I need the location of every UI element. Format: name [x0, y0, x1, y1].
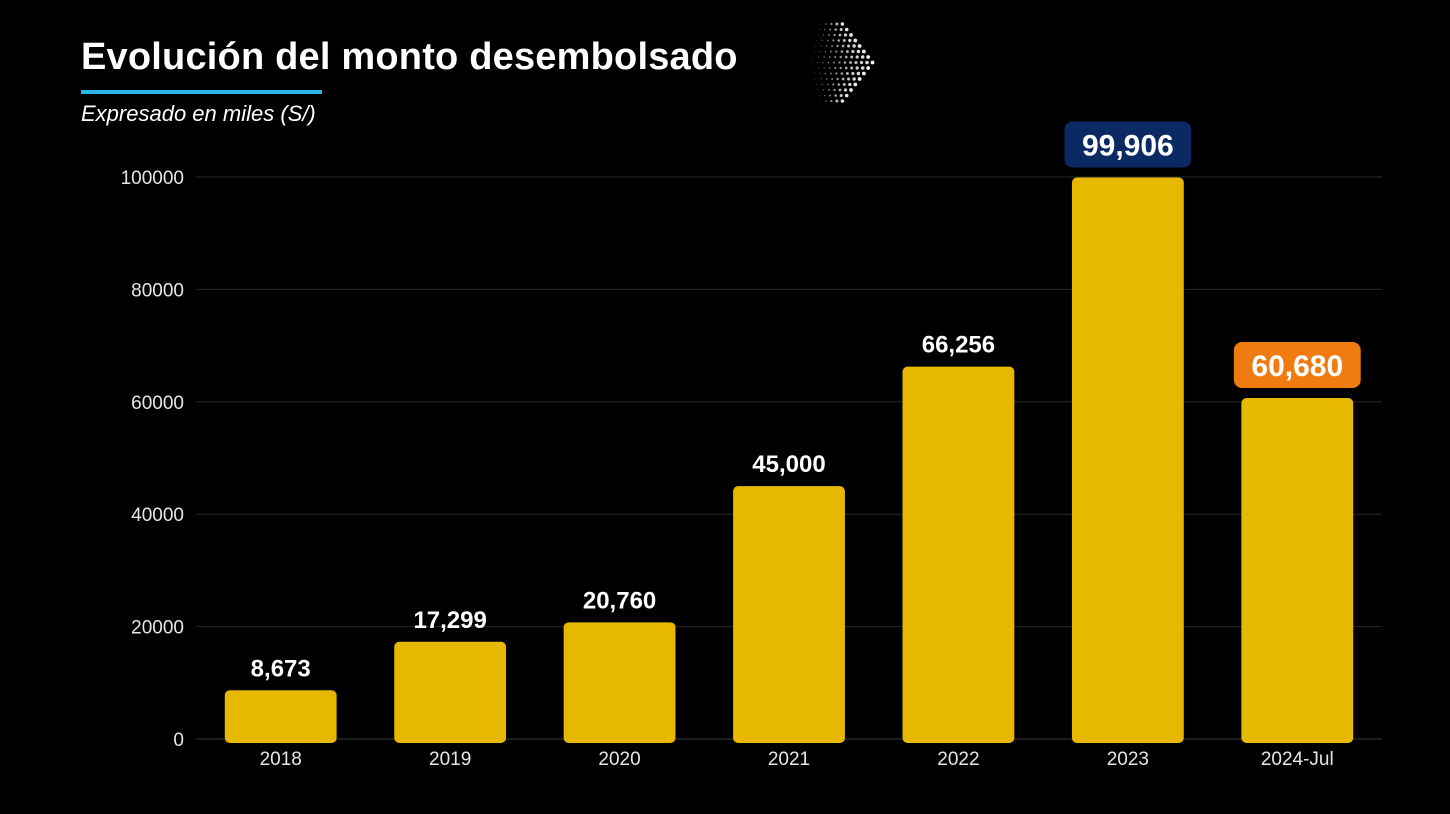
y-tick-label: 60000 [131, 393, 184, 414]
y-tick-label: 0 [173, 730, 184, 751]
data-label: 17,299 [413, 607, 486, 634]
data-label: 45,000 [752, 451, 825, 478]
data-labels: 8,673 17,299 20,760 45,000 66,256 99,906 60,68… [251, 121, 1361, 682]
bar [902, 366, 1015, 743]
data-label: 99,906 [1082, 129, 1174, 162]
x-tick-label: 2023 [1107, 749, 1149, 770]
data-label: 60,680 [1251, 350, 1343, 383]
bar [394, 641, 507, 743]
x-tick-label: 2018 [260, 749, 302, 770]
x-tick-label: 2021 [768, 749, 810, 770]
y-axis: 0 20000 40000 60000 80000 100000 [121, 168, 184, 751]
data-label-badge [1233, 341, 1361, 388]
bars [224, 177, 1354, 744]
y-tick-label: 80000 [131, 280, 184, 301]
page-subtitle: Expresado en miles (S/) [81, 101, 316, 126]
chevron-right-dots-icon [811, 22, 875, 103]
bar [1241, 397, 1354, 743]
y-tick-label: 100000 [121, 168, 184, 189]
y-tick-label: 20000 [131, 618, 184, 639]
x-axis: 2018 2019 2020 2021 2022 2023 2024-Jul [260, 749, 1334, 770]
page-title: Evolución del monto desembolsado [81, 36, 738, 78]
bar [224, 690, 337, 743]
title-underline [81, 90, 322, 94]
x-tick-label: 2020 [598, 749, 640, 770]
data-label: 8,673 [251, 655, 311, 682]
x-tick-label: 2022 [937, 749, 979, 770]
x-tick-label: 2024-Jul [1261, 749, 1334, 770]
data-label: 20,760 [583, 587, 656, 614]
bar [733, 486, 845, 743]
data-label: 66,256 [922, 332, 995, 359]
x-tick-label: 2019 [429, 749, 471, 770]
y-tick-label: 40000 [131, 505, 184, 526]
data-label-badge [1064, 121, 1192, 168]
bar [1071, 177, 1184, 744]
bar [563, 622, 676, 743]
